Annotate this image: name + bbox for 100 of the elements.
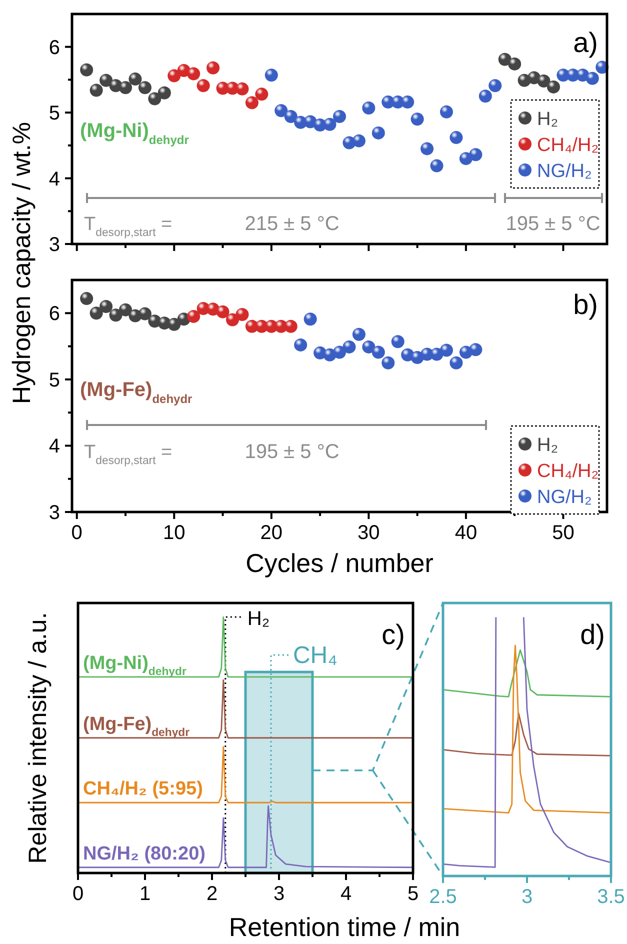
x-tick-label: 3	[521, 886, 533, 908]
point	[109, 308, 122, 322]
point	[352, 328, 366, 341]
point	[488, 79, 502, 92]
point	[168, 318, 181, 331]
point	[333, 346, 346, 359]
y-tick-label: 3	[48, 502, 60, 524]
point	[304, 312, 317, 326]
x-tick-label: 3	[273, 883, 285, 905]
y-axis-title: Relative intensity / a.u.	[24, 612, 52, 864]
annotation: d)	[580, 619, 605, 650]
point	[158, 86, 171, 100]
point	[100, 300, 113, 314]
annotation: (Mg-Ni)$_{dehydr}$	[80, 120, 190, 147]
x-tick-label: 1	[139, 883, 151, 905]
point	[342, 340, 356, 354]
point	[128, 72, 142, 86]
x-tick-label: 40	[454, 522, 478, 544]
point	[80, 63, 94, 76]
point	[362, 101, 376, 114]
annotation: c)	[382, 619, 405, 650]
point	[362, 340, 376, 354]
annotation: T$_{desorp,start}$ =	[84, 214, 172, 239]
point	[274, 104, 288, 118]
point	[119, 81, 132, 94]
point	[420, 142, 434, 156]
legend-label: NG/H₂	[537, 161, 592, 182]
point	[440, 105, 453, 118]
x-tick-label: 5	[407, 883, 419, 905]
y-tick-label: 6	[48, 303, 60, 326]
point	[148, 92, 162, 106]
y-tick-label: 5	[48, 102, 60, 125]
x-tick-label: 20	[260, 522, 283, 544]
y-tick-label: 3	[48, 234, 60, 256]
legend-label: H₂	[537, 435, 558, 456]
annotation: T$_{desorp,start}$ =	[84, 442, 172, 467]
point	[245, 96, 258, 110]
point	[430, 159, 444, 172]
point	[323, 118, 336, 131]
point	[80, 292, 94, 306]
point	[264, 68, 278, 82]
y-tick-label: 5	[48, 369, 60, 392]
legend-label: NG/H₂	[537, 487, 592, 508]
point	[372, 346, 385, 359]
ref-line-label: CH₄	[292, 642, 338, 669]
point	[469, 148, 482, 162]
point	[236, 308, 249, 321]
point	[469, 343, 482, 356]
x-tick-label: 0	[71, 522, 82, 544]
x-tick-label: 2.5	[429, 886, 457, 908]
point	[206, 61, 220, 74]
legend-label: CH₄/H₂	[537, 461, 599, 482]
point	[498, 52, 512, 66]
x-tick-label: 2	[206, 883, 218, 905]
point	[547, 80, 560, 94]
point	[391, 335, 404, 348]
x-tick-label: 0	[72, 883, 84, 905]
point	[450, 356, 463, 370]
point	[100, 74, 113, 87]
point	[537, 74, 550, 88]
point	[284, 320, 298, 333]
point	[236, 82, 249, 96]
point	[138, 81, 152, 94]
point	[226, 313, 239, 326]
ref-line-label: H₂	[247, 608, 270, 630]
x-tick-label: 30	[358, 522, 380, 544]
point	[450, 131, 463, 144]
series-label: CH₄/H₂ (5:95)	[83, 778, 203, 800]
point	[90, 84, 103, 97]
point	[372, 126, 385, 140]
point	[586, 72, 599, 85]
point	[410, 112, 424, 126]
point	[168, 69, 181, 82]
x-axis-title: Cycles / number	[246, 548, 434, 578]
x-tick-label: 3.5	[597, 886, 625, 908]
series-label: (Mg-Fe)$_{dehydr}$	[83, 714, 190, 739]
point	[216, 305, 230, 318]
y-axis-title: Hydrogen capacity / wt.%	[8, 122, 36, 404]
point	[352, 134, 366, 148]
point	[294, 338, 308, 352]
annotation: 215 ± 5 °C	[244, 213, 340, 235]
series-label: (Mg-Ni)$_{dehydr}$	[83, 652, 187, 678]
series-label: NG/H₂ (80:20)	[83, 843, 206, 864]
legend-label: H₂	[537, 109, 558, 130]
point	[187, 67, 200, 80]
x-axis-title: Retention time / min	[228, 912, 460, 942]
y-tick-label: 6	[48, 36, 60, 59]
point	[138, 307, 152, 320]
point	[119, 303, 132, 316]
annotation: 195 ± 5 °C	[506, 213, 600, 235]
point	[382, 356, 395, 370]
point	[284, 110, 298, 124]
point	[196, 79, 210, 92]
point	[508, 57, 522, 70]
point	[401, 96, 414, 109]
point	[333, 110, 346, 124]
point	[187, 310, 200, 323]
point	[90, 306, 103, 320]
x-tick-label: 10	[163, 522, 186, 544]
y-tick-label: 4	[48, 168, 60, 190]
